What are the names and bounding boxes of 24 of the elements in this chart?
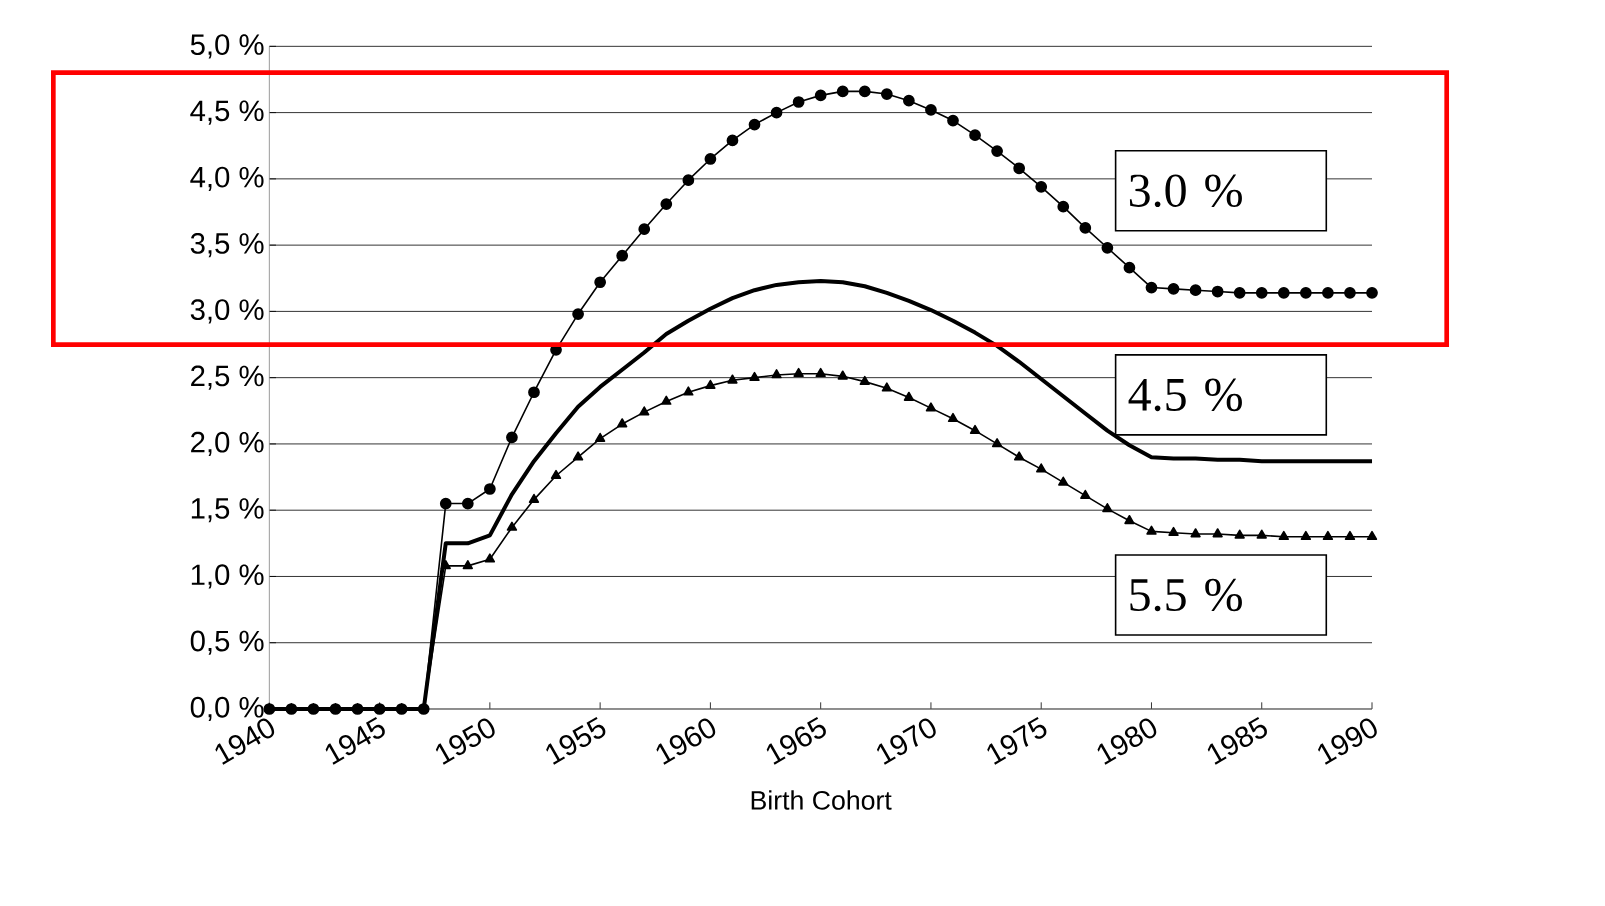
x-tick-label: 1950 (435, 718, 495, 765)
x-tick-label: 1960 (656, 718, 716, 765)
x-tick-label: 1990 (1318, 718, 1377, 765)
x-tick-label: 1970 (876, 718, 936, 765)
x-tick-label: 1985 (1207, 716, 1267, 765)
series-label: 5.5 % (1130, 578, 1242, 612)
series-label: 3.0 % (1129, 174, 1242, 208)
y-tick-label: 4,0 % (190, 166, 264, 191)
x-tick-label: 1955 (546, 716, 606, 765)
y-tick-label: 2,5 % (191, 365, 264, 390)
y-tick-label: 0,5 % (190, 630, 264, 655)
y-tick-label: 4,5 % (190, 100, 264, 125)
x-tick-label: 1980 (1097, 718, 1157, 765)
x-tick-label: 1945 (325, 716, 385, 765)
y-tick-label: 1,0 % (191, 564, 264, 589)
y-tick-label: 5,0 % (190, 34, 264, 59)
y-tick-label: 2,0 % (191, 431, 264, 457)
y-tick-label: 3,0 % (190, 299, 264, 324)
y-tick-label: 1,5 % (191, 498, 264, 523)
series-label: 4.5 % (1128, 378, 1242, 412)
y-tick-label: 3,5 % (190, 233, 264, 258)
x-tick-label: 1965 (766, 716, 826, 765)
x-axis-title: Birth Cohort (751, 790, 892, 810)
x-tick-label: 1975 (987, 716, 1047, 765)
